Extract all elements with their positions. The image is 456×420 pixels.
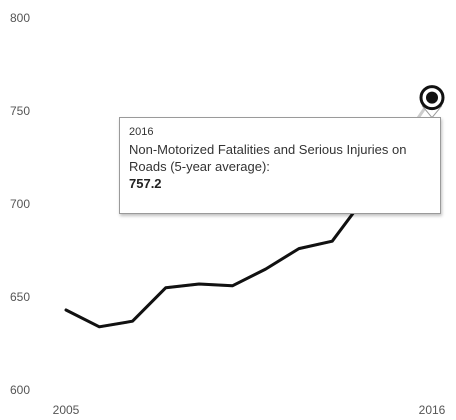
y-axis-ticks: 600 650 700 750 800 xyxy=(10,11,30,397)
tooltip-year: 2016 xyxy=(129,126,154,138)
x-axis-ticks: 2005 2016 xyxy=(53,403,446,417)
x-tick-label: 2005 xyxy=(53,403,80,417)
data-point[interactable] xyxy=(262,265,270,273)
data-point[interactable] xyxy=(162,284,170,292)
data-point[interactable] xyxy=(62,306,70,314)
y-tick-label: 800 xyxy=(10,11,30,25)
data-point[interactable] xyxy=(295,245,303,253)
y-tick-label: 700 xyxy=(10,197,30,211)
tooltip-series-label: Non-Motorized Fatalities and Serious Inj… xyxy=(129,142,407,174)
data-point[interactable] xyxy=(195,280,203,288)
tooltip-value: 757.2 xyxy=(129,176,162,191)
data-point[interactable] xyxy=(328,237,336,245)
marker-layer xyxy=(419,85,445,119)
data-point[interactable] xyxy=(228,282,236,290)
data-point[interactable] xyxy=(129,317,137,325)
data-tooltip: 2016 Non-Motorized Fatalities and Seriou… xyxy=(119,117,441,214)
y-tick-label: 750 xyxy=(10,104,30,118)
y-tick-label: 650 xyxy=(10,290,30,304)
x-tick-label: 2016 xyxy=(419,403,446,417)
highlight-marker-dot[interactable] xyxy=(426,91,438,104)
data-point[interactable] xyxy=(95,323,103,331)
y-tick-label: 600 xyxy=(10,383,30,397)
